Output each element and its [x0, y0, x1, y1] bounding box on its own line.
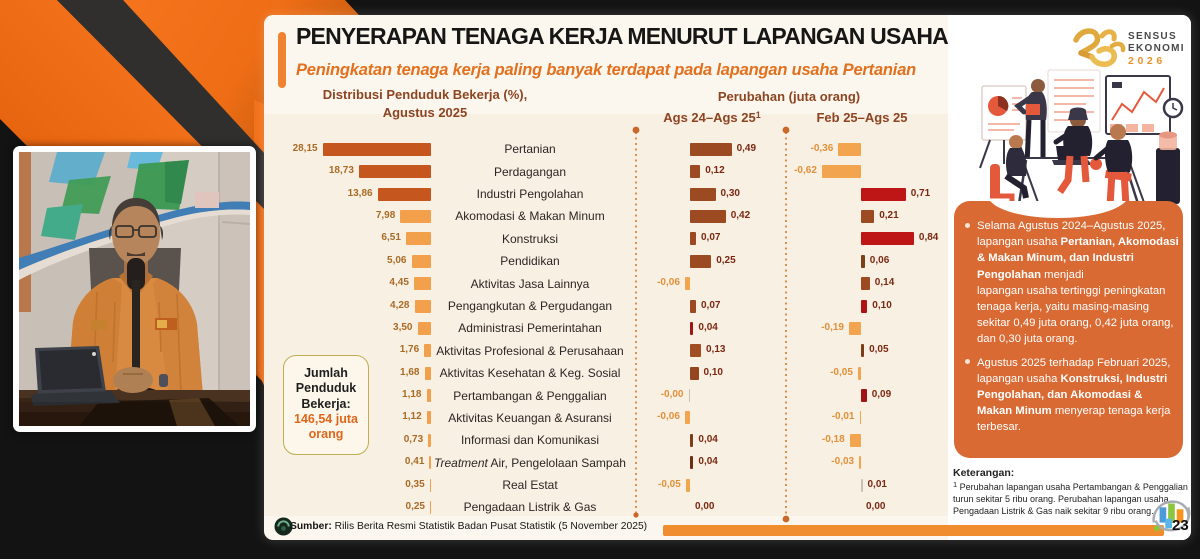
svg-text:2026: 2026 — [1128, 55, 1166, 67]
svg-text:SENSUS: SENSUS — [1128, 31, 1177, 42]
svg-text:EKONOMI: EKONOMI — [1128, 43, 1185, 54]
